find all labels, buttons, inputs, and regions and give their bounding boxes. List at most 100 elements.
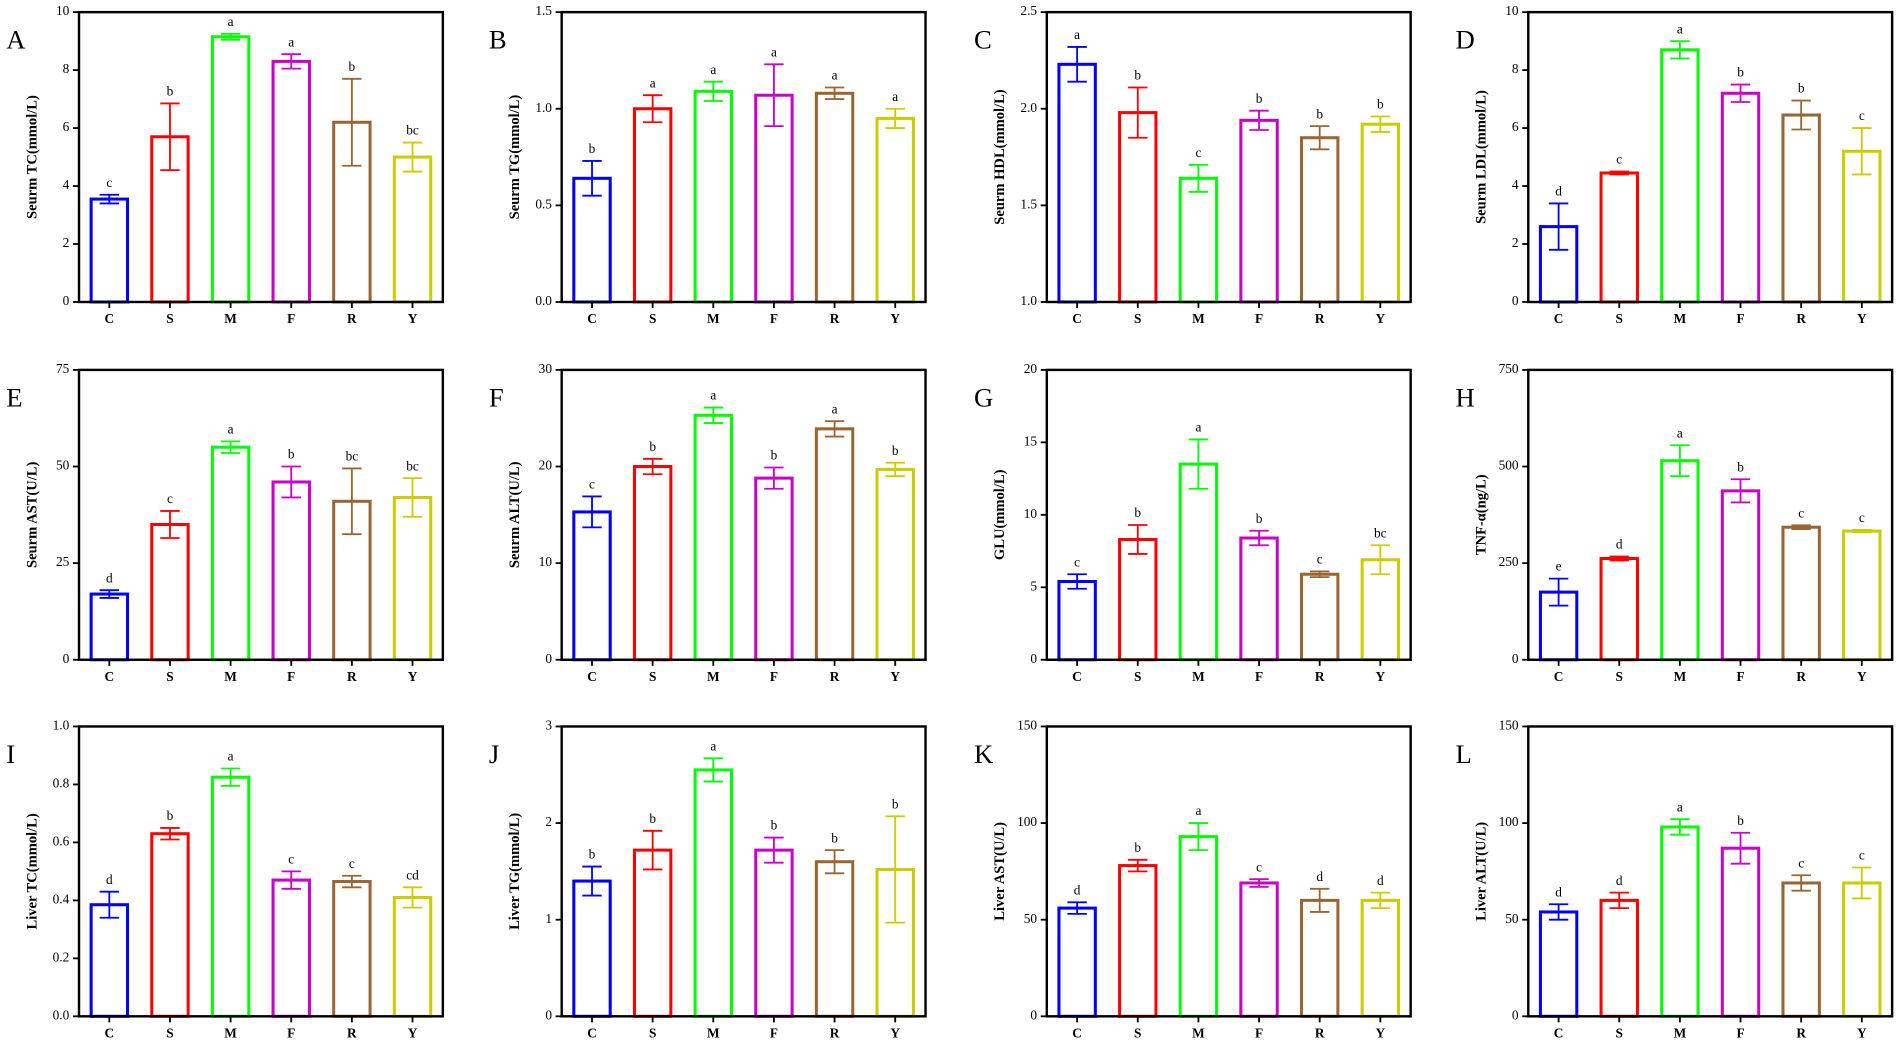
y-tick-label: 0 — [1512, 1007, 1519, 1022]
y-tick-label: 150 — [1017, 718, 1037, 733]
x-tick-label: S — [649, 669, 656, 684]
significance-letter: b — [589, 847, 596, 862]
significance-letter: cd — [406, 867, 419, 882]
significance-letter: d — [1074, 882, 1081, 897]
significance-letter: bc — [406, 123, 419, 138]
bar — [1842, 881, 1882, 1018]
y-tick-label: 10 — [539, 554, 553, 569]
plot-frame — [1527, 368, 1894, 661]
bar — [572, 879, 612, 1018]
y-tick-label: 0.5 — [535, 196, 552, 211]
y-axis-label: Liver TC(mmol/L) — [24, 813, 40, 929]
x-tick-label: F — [287, 1026, 295, 1041]
significance-letter: b — [1377, 97, 1384, 112]
bar — [754, 476, 794, 662]
y-tick-label: 1.0 — [535, 100, 552, 115]
significance-letter: a — [650, 75, 656, 90]
panel-label: F — [489, 382, 504, 412]
y-tick-label: 4 — [63, 177, 70, 192]
bar — [210, 775, 251, 1018]
significance-letter: d — [106, 570, 113, 585]
bar — [1118, 537, 1158, 662]
x-tick-label: Y — [1376, 311, 1386, 326]
bar — [693, 89, 734, 304]
significance-letter: a — [1677, 799, 1683, 814]
x-tick-label: C — [1072, 1026, 1082, 1041]
y-axis-label: TNF-α(ng/L) — [1474, 474, 1490, 555]
bar — [1057, 906, 1097, 1018]
bar — [1660, 459, 1700, 662]
x-tick-label: R — [830, 1026, 840, 1041]
x-tick-label: C — [105, 669, 115, 684]
y-tick-label: 1.0 — [1020, 293, 1037, 308]
x-tick-label: R — [347, 669, 357, 684]
x-tick-label: Y — [890, 669, 900, 684]
x-tick-label: C — [587, 669, 597, 684]
x-tick-label: R — [1796, 311, 1806, 326]
significance-letter: a — [832, 68, 838, 83]
x-tick-label: Y — [408, 1026, 418, 1041]
y-tick-label: 6 — [63, 119, 70, 134]
y-tick-label: 25 — [56, 554, 70, 569]
x-tick-label: M — [1674, 669, 1687, 684]
significance-letter: b — [1256, 511, 1263, 526]
bar — [1720, 489, 1761, 662]
panel-label: J — [489, 739, 499, 769]
x-tick-label: R — [347, 311, 357, 326]
panel-label: B — [489, 25, 507, 55]
significance-letter: bc — [346, 449, 359, 464]
y-tick-label: 8 — [63, 61, 70, 76]
significance-letter: a — [228, 749, 234, 764]
bar — [1178, 176, 1219, 304]
significance-letter: b — [167, 808, 174, 823]
bar — [1660, 48, 1700, 304]
x-tick-label: Y — [1376, 669, 1386, 684]
y-tick-label: 75 — [56, 361, 70, 376]
bar — [814, 91, 855, 304]
bar — [1299, 136, 1340, 304]
bar — [572, 176, 612, 304]
bar — [1599, 171, 1639, 304]
x-tick-label: Y — [1857, 669, 1867, 684]
x-tick-label: S — [649, 1026, 656, 1041]
significance-letter: b — [1134, 68, 1141, 83]
significance-letter: a — [1195, 803, 1201, 818]
bar — [875, 467, 915, 662]
bar — [1781, 525, 1821, 662]
significance-letter: c — [106, 175, 112, 190]
y-tick-label: 4 — [1512, 177, 1519, 192]
significance-letter: b — [167, 84, 174, 99]
significance-letter: d — [1616, 873, 1623, 888]
significance-letter: c — [1616, 152, 1622, 167]
bar — [693, 413, 734, 662]
x-tick-label: R — [1315, 669, 1325, 684]
x-tick-label: R — [1315, 1026, 1325, 1041]
significance-letter: b — [288, 447, 295, 462]
y-tick-label: 0.8 — [53, 775, 70, 790]
bar — [392, 155, 433, 304]
significance-letter: b — [1737, 813, 1744, 828]
bar — [1599, 556, 1639, 662]
x-tick-label: C — [1072, 669, 1082, 684]
y-tick-label: 30 — [539, 361, 553, 376]
x-tick-label: M — [1674, 1026, 1687, 1041]
y-axis-label: Seurm TC(mmol/L) — [24, 95, 40, 219]
significance-letter: c — [1859, 848, 1865, 863]
significance-letter: e — [1556, 559, 1562, 574]
x-tick-label: Y — [890, 1026, 900, 1041]
x-tick-label: C — [1554, 669, 1564, 684]
bar — [392, 495, 433, 662]
bar — [1118, 864, 1158, 1018]
x-tick-label: S — [649, 311, 656, 326]
bar — [150, 522, 190, 662]
significance-letter: c — [1317, 551, 1323, 566]
bar — [271, 59, 311, 304]
significance-letter: b — [589, 141, 596, 156]
panel-label: K — [974, 739, 993, 769]
y-tick-label: 50 — [56, 458, 70, 473]
x-tick-label: R — [1796, 1026, 1806, 1041]
y-axis-label: Seurm HDL(mmol/L) — [992, 89, 1008, 225]
significance-letter: c — [288, 852, 294, 867]
significance-letter: a — [832, 401, 838, 416]
significance-letter: b — [649, 811, 656, 826]
